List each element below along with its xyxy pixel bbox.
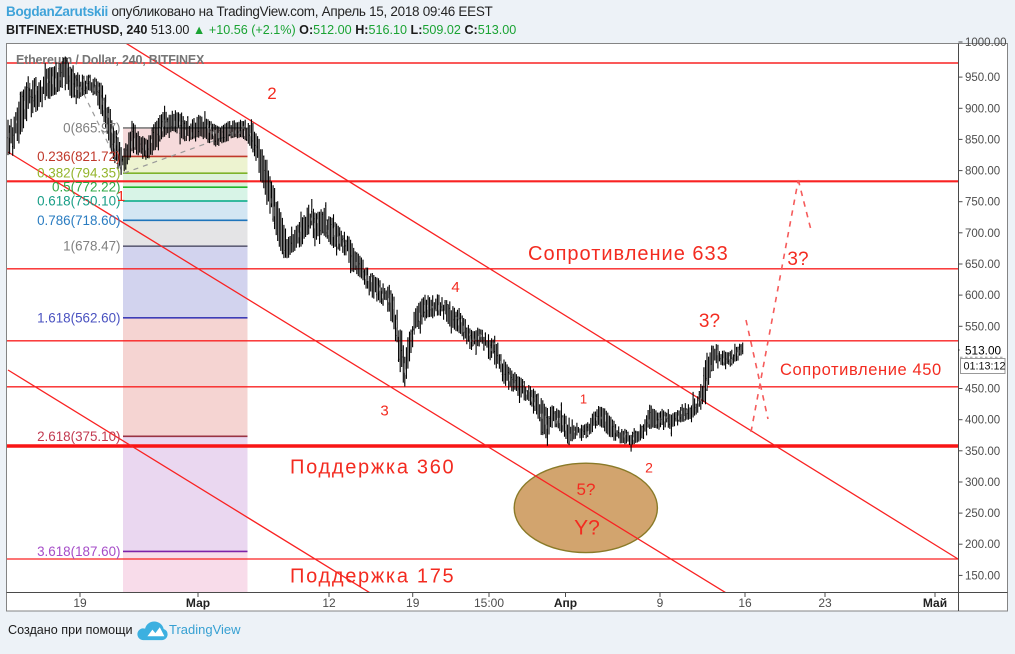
svg-text:3?: 3? bbox=[787, 249, 808, 270]
svg-text:200.00: 200.00 bbox=[965, 539, 1000, 551]
svg-text:Сопротивление 633: Сопротивление 633 bbox=[528, 243, 729, 265]
svg-text:BogdanZarutskii опубликовано н: BogdanZarutskii опубликовано на TradingV… bbox=[6, 4, 493, 19]
svg-text:Сопротивление 450: Сопротивление 450 bbox=[780, 361, 942, 379]
svg-text:1000.00: 1000.00 bbox=[965, 37, 1007, 49]
svg-text:Поддержка 360: Поддержка 360 bbox=[290, 457, 455, 479]
svg-text:0.236(821.72): 0.236(821.72) bbox=[37, 149, 120, 164]
svg-text:350.00: 350.00 bbox=[965, 446, 1000, 458]
svg-text:19: 19 bbox=[73, 596, 87, 610]
svg-text:4: 4 bbox=[451, 279, 459, 296]
svg-text:Мар: Мар bbox=[186, 596, 210, 610]
svg-text:750.00: 750.00 bbox=[965, 197, 1000, 209]
svg-text:950.00: 950.00 bbox=[965, 72, 1000, 84]
svg-text:Создано при помощи: Создано при помощи bbox=[8, 623, 133, 637]
svg-text:250.00: 250.00 bbox=[965, 508, 1000, 520]
svg-text:16: 16 bbox=[738, 596, 752, 610]
svg-text:Y?: Y? bbox=[574, 517, 600, 540]
svg-text:BITFINEX:ETHUSD, 240 513.00 ▲: BITFINEX:ETHUSD, 240 513.00 ▲ +10.56 (+2… bbox=[6, 23, 516, 37]
svg-text:450.00: 450.00 bbox=[965, 384, 1000, 396]
svg-text:0.382(794.35): 0.382(794.35) bbox=[37, 166, 120, 181]
svg-text:1: 1 bbox=[117, 188, 125, 205]
svg-text:Поддержка 175: Поддержка 175 bbox=[290, 566, 455, 588]
svg-text:12: 12 bbox=[322, 596, 336, 610]
svg-text:9: 9 bbox=[657, 596, 664, 610]
svg-text:19: 19 bbox=[406, 596, 420, 610]
svg-text:3: 3 bbox=[380, 403, 388, 420]
svg-text:0(865.97): 0(865.97) bbox=[63, 120, 120, 135]
svg-text:Ethereum / Dollar, 240, BITFIN: Ethereum / Dollar, 240, BITFINEX bbox=[16, 53, 205, 67]
svg-text:1: 1 bbox=[580, 392, 587, 407]
svg-text:2.618(375.10): 2.618(375.10) bbox=[37, 429, 120, 444]
svg-text:900.00: 900.00 bbox=[965, 103, 1000, 115]
svg-text:650.00: 650.00 bbox=[965, 259, 1000, 271]
svg-text:2: 2 bbox=[645, 460, 653, 476]
svg-text:3?: 3? bbox=[699, 311, 720, 332]
svg-text:1.618(562.60): 1.618(562.60) bbox=[37, 310, 120, 325]
svg-text:800.00: 800.00 bbox=[965, 166, 1000, 178]
svg-text:TradingView: TradingView bbox=[169, 622, 241, 637]
svg-text:1(678.47): 1(678.47) bbox=[63, 239, 120, 254]
svg-text:300.00: 300.00 bbox=[965, 477, 1000, 489]
svg-text:15:00: 15:00 bbox=[474, 596, 504, 610]
svg-text:Апр: Апр bbox=[554, 596, 577, 610]
svg-text:400.00: 400.00 bbox=[965, 415, 1000, 427]
svg-text:01:13:12: 01:13:12 bbox=[964, 361, 1006, 373]
svg-text:0.618(750.10): 0.618(750.10) bbox=[37, 194, 120, 209]
svg-text:513.00: 513.00 bbox=[965, 344, 1002, 358]
svg-text:700.00: 700.00 bbox=[965, 228, 1000, 240]
svg-text:550.00: 550.00 bbox=[965, 321, 1000, 333]
svg-text:Май: Май bbox=[923, 596, 947, 610]
svg-text:600.00: 600.00 bbox=[965, 290, 1000, 302]
svg-text:5?: 5? bbox=[577, 480, 596, 499]
svg-text:150.00: 150.00 bbox=[965, 570, 1000, 582]
svg-text:3.618(187.60): 3.618(187.60) bbox=[37, 544, 120, 559]
svg-text:2: 2 bbox=[267, 84, 276, 103]
svg-text:0.5(772.22): 0.5(772.22) bbox=[52, 180, 121, 195]
svg-text:23: 23 bbox=[818, 596, 832, 610]
svg-text:0.786(718.60): 0.786(718.60) bbox=[37, 213, 120, 228]
svg-text:850.00: 850.00 bbox=[965, 134, 1000, 146]
